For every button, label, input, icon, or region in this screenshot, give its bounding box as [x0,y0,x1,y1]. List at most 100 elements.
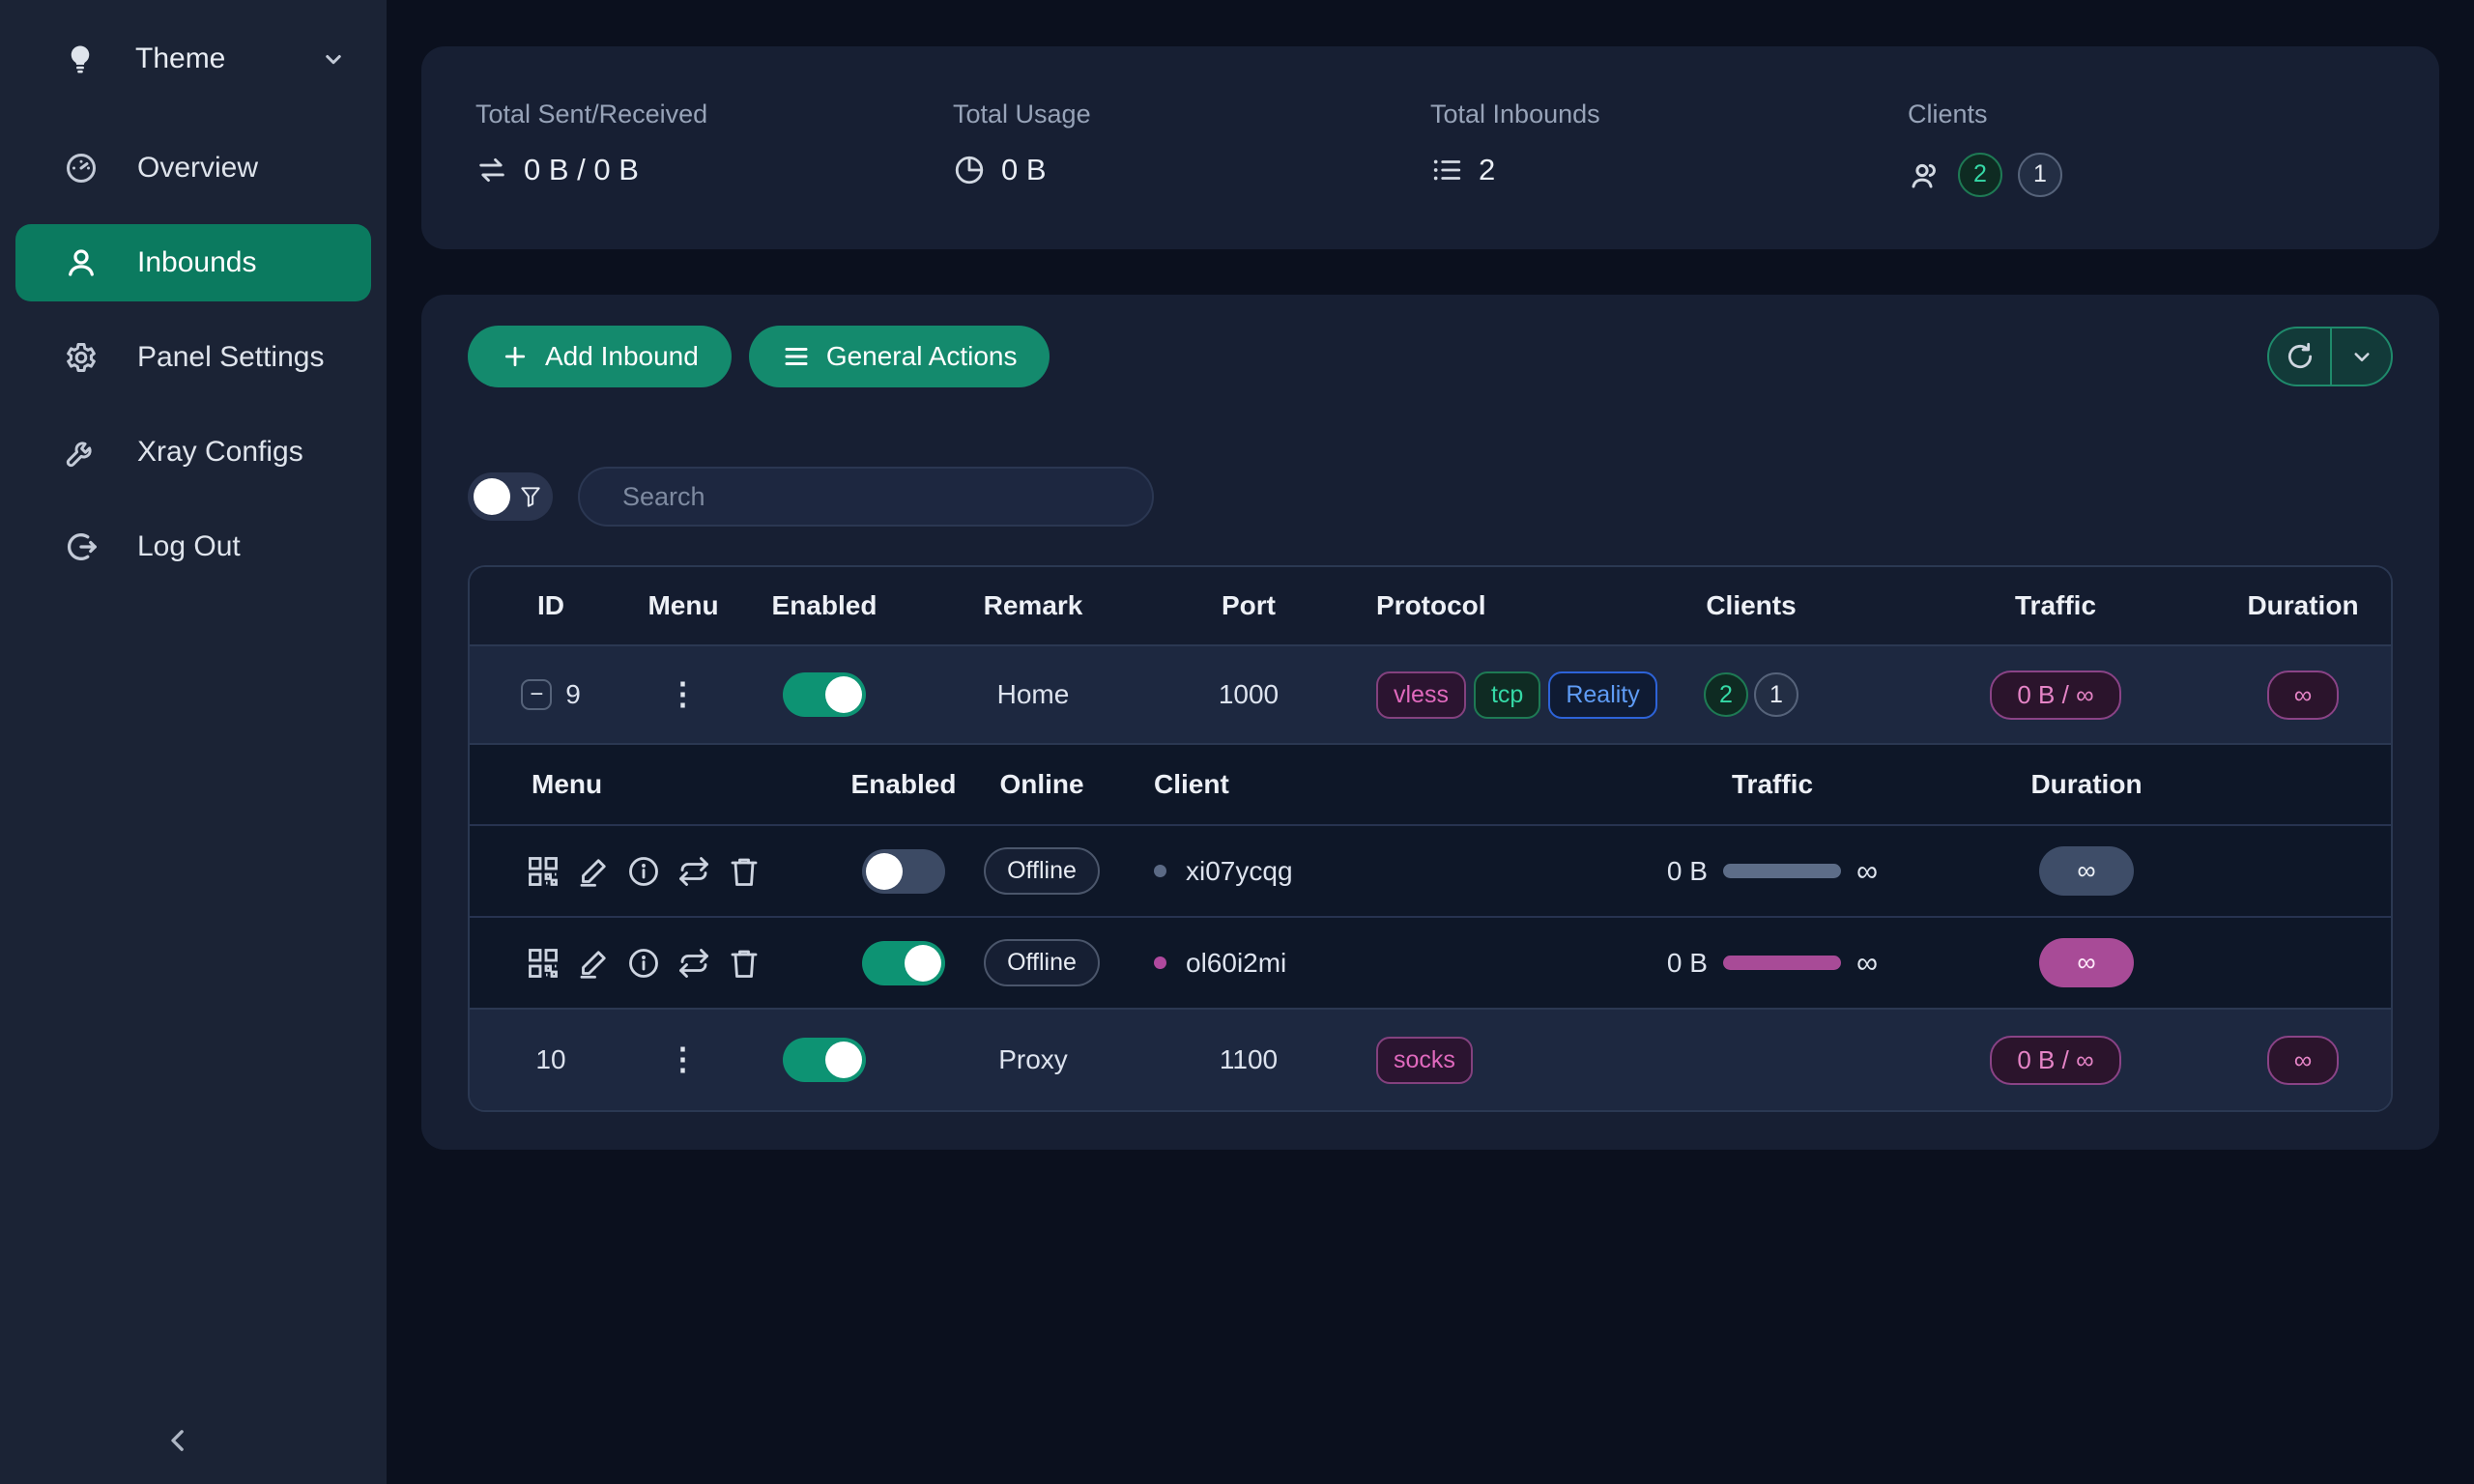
info-button[interactable] [626,854,661,889]
delete-button[interactable] [727,854,762,889]
stat-value: 0 B / 0 B [524,152,639,186]
refresh-icon [2285,341,2316,372]
enabled-toggle[interactable] [783,672,866,717]
header-port: Port [1222,590,1276,620]
add-inbound-button[interactable]: Add Inbound [468,326,732,387]
client-duration-badge: ∞ [2039,938,2134,987]
stat-label: Total Sent/Received [475,99,708,128]
row-menu-button[interactable]: ⋮ [667,1042,700,1077]
header-duration: Duration [2247,590,2359,620]
info-button[interactable] [626,946,661,981]
theme-selector[interactable]: Theme [0,0,387,75]
clients-total-badge: 1 [2018,152,2062,197]
wrench-icon [64,435,99,470]
client-row: Offline ol60i2mi 0 B ∞ ∞ [470,916,2391,1008]
clients-online-badge: 2 [1704,672,1748,717]
stat-total-inbounds: Total Inbounds 2 [1430,100,1908,197]
row-id: 10 [535,1044,566,1074]
qr-code-button[interactable] [526,854,561,889]
client-name: ol60i2mi [1186,947,1287,978]
client-row: Offline xi07ycqg 0 B ∞ ∞ [470,824,2391,916]
client-duration-badge: ∞ [2039,846,2134,896]
traffic-badge: 0 B / ∞ [1990,1035,2121,1085]
online-status-badge: Offline [984,847,1100,895]
table-row: 10 ⋮ Proxy 1100 socks 0 B / ∞ ∞ [470,1008,2391,1110]
row-port: 1000 [1218,679,1280,709]
client-color-dot [1154,956,1166,969]
header-id: ID [537,590,564,620]
reset-traffic-button[interactable] [676,854,711,889]
stat-total-usage: Total Usage 0 B [953,100,1430,197]
sidebar-item-panel-settings[interactable]: Panel Settings [15,319,371,396]
protocol-badge: Reality [1548,671,1657,719]
menu-lines-icon [782,342,811,371]
general-actions-button[interactable]: General Actions [748,326,1050,387]
sidebar-item-label: Log Out [137,530,241,562]
toolbar: Add Inbound General Actions [468,326,2393,387]
row-id: 9 [565,679,581,709]
edit-pencil-button[interactable] [576,854,611,889]
sidebar-item-label: Xray Configs [137,436,303,468]
clients-total-badge: 1 [1754,672,1798,717]
search-row [468,467,2393,527]
header-remark: Remark [983,590,1083,620]
chevron-down-icon [2347,342,2376,371]
sidebar: Theme Overview Inbounds [0,0,387,1484]
subheader-client: Client [1154,769,1229,799]
sidebar-collapse-button[interactable] [158,1421,197,1463]
stat-clients: Clients 2 1 [1908,100,2385,197]
filter-toggle[interactable] [468,472,553,521]
row-remark: Home [996,679,1070,709]
protocol-badge: socks [1376,1036,1473,1084]
sidebar-item-log-out[interactable]: Log Out [15,508,371,585]
table-row: − 9 ⋮ Home 1000 vless tcp Reality 2 1 [470,644,2391,743]
sidebar-item-xray-configs[interactable]: Xray Configs [15,414,371,491]
chevron-left-icon [158,1421,197,1460]
stat-value: 0 B [1001,152,1047,186]
protocol-badge: vless [1376,671,1466,719]
sidebar-item-label: Inbounds [137,246,257,278]
client-color-dot [1154,865,1166,877]
client-traffic-used: 0 B [1666,947,1708,978]
header-menu: Menu [647,590,719,620]
collapse-row-button[interactable]: − [521,679,553,710]
clients-subheader: Menu Enabled Online Client Traffic Durat… [470,745,2391,824]
filter-funnel-icon [518,484,543,509]
edit-pencil-button[interactable] [576,946,611,981]
lightbulb-icon [64,43,97,75]
inbounds-table: ID Menu Enabled Remark Port Protocol Cli… [468,565,2393,1112]
stat-label: Total Inbounds [1430,99,1600,128]
duration-badge: ∞ [2266,670,2340,720]
refresh-button[interactable] [2269,328,2330,385]
traffic-badge: 0 B / ∞ [1990,670,2121,720]
subheader-online: Online [999,769,1084,799]
client-enabled-toggle[interactable] [862,940,945,985]
toggle-knob [474,478,510,515]
sidebar-item-overview[interactable]: Overview [15,129,371,207]
sidebar-item-inbounds[interactable]: Inbounds [15,224,371,301]
client-traffic-used: 0 B [1666,855,1708,886]
client-enabled-toggle[interactable] [862,848,945,894]
row-port: 1100 [1219,1044,1279,1074]
stat-value: 2 [1479,152,1496,186]
add-inbound-label: Add Inbound [545,341,699,371]
header-clients: Clients [1706,590,1797,620]
list-icon [1430,154,1463,186]
swap-arrows-icon [475,154,508,186]
reset-traffic-button[interactable] [676,946,711,981]
row-menu-button[interactable]: ⋮ [667,676,700,712]
delete-button[interactable] [727,946,762,981]
chevron-down-icon [319,44,348,73]
stat-label: Clients [1908,99,1988,128]
search-input[interactable] [578,467,1154,527]
subheader-menu: Menu [532,769,603,799]
enabled-toggle[interactable] [783,1038,866,1082]
qr-code-button[interactable] [526,946,561,981]
client-traffic-limit: ∞ [1856,853,1879,888]
online-status-badge: Offline [984,939,1100,986]
refresh-dropdown-button[interactable] [2330,328,2391,385]
subheader-traffic: Traffic [1731,769,1814,799]
inbounds-panel: Add Inbound General Actions [421,295,2439,1150]
sidebar-item-label: Overview [137,152,259,184]
duration-badge: ∞ [2266,1035,2340,1085]
